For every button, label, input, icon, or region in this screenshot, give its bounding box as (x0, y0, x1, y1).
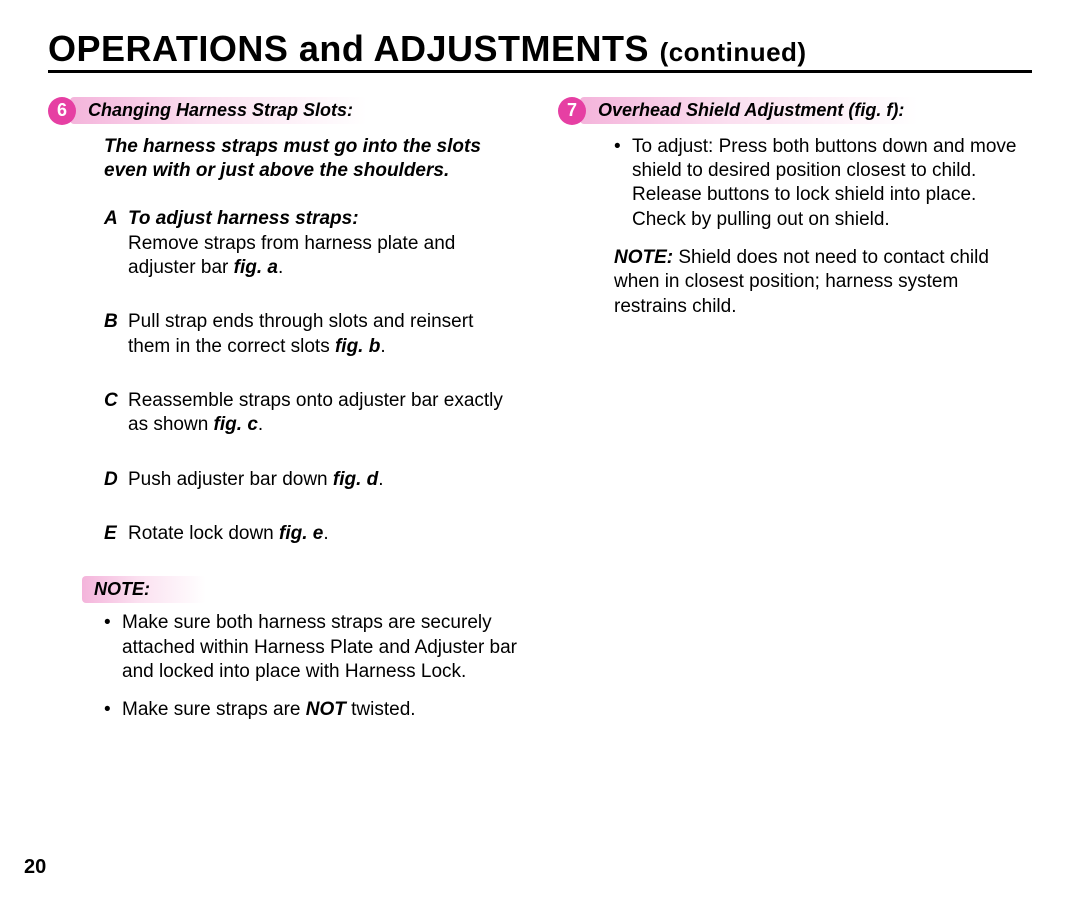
step-text: Reassemble straps onto adjuster bar exac… (128, 389, 518, 438)
content-columns: 6 Changing Harness Strap Slots: The harn… (48, 97, 1032, 737)
step-d: D Push adjuster bar down fig. d. (104, 468, 518, 492)
title-main: OPERATIONS and ADJUSTMENTS (48, 28, 649, 69)
step-c-tail: . (258, 414, 263, 435)
step-e-tail: . (323, 523, 328, 544)
note-heading: NOTE: (82, 576, 206, 603)
step-d-body: Push adjuster bar down (128, 469, 333, 490)
step-a-body: Remove straps from harness plate and adj… (128, 233, 455, 278)
step-text: Rotate lock down fig. e. (128, 522, 518, 546)
step-b-fig: fig. b (335, 336, 380, 357)
note-item-post: twisted. (346, 699, 416, 720)
section-head-6: 6 Changing Harness Strap Slots: (48, 97, 522, 125)
step-c: C Reassemble straps onto adjuster bar ex… (104, 389, 518, 438)
step-b: B Pull strap ends through slots and rein… (104, 310, 518, 359)
step-key: C (104, 389, 128, 438)
right-bullet-item: To adjust: Press both buttons down and m… (614, 135, 1032, 232)
note-item: Make sure straps are NOT twisted. (104, 698, 522, 722)
step-a: A To adjust harness straps: Remove strap… (104, 207, 518, 280)
note-item-text: Make sure both harness straps are secure… (122, 612, 517, 682)
right-column: 7 Overhead Shield Adjustment (fig. f): T… (558, 97, 1032, 737)
right-bullets: To adjust: Press both buttons down and m… (614, 135, 1032, 232)
page-number: 20 (24, 856, 46, 879)
step-a-tail: . (278, 257, 283, 278)
step-e: E Rotate lock down fig. e. (104, 522, 518, 546)
section-head-7: 7 Overhead Shield Adjustment (fig. f): (558, 97, 1032, 125)
step-badge-7: 7 (558, 97, 586, 125)
step-badge-6: 6 (48, 97, 76, 125)
section-heading-shield: Overhead Shield Adjustment (fig. f): (580, 97, 918, 124)
step-d-tail: . (378, 469, 383, 490)
note-heading-wrap: NOTE: (82, 576, 522, 603)
title-rule: OPERATIONS and ADJUSTMENTS (continued) (48, 30, 1032, 73)
step-a-lead: To adjust harness straps: (128, 208, 359, 229)
step-key: A (104, 207, 128, 280)
badge-number: 6 (57, 100, 67, 121)
note-item-pre: Make sure straps are (122, 699, 306, 720)
section-heading-harness: Changing Harness Strap Slots: (70, 97, 367, 124)
step-key: B (104, 310, 128, 359)
note-item-emph: NOT (306, 699, 346, 720)
step-key: E (104, 522, 128, 546)
step-d-fig: fig. d (333, 469, 378, 490)
left-column: 6 Changing Harness Strap Slots: The harn… (48, 97, 522, 737)
note-list: Make sure both harness straps are secure… (104, 611, 522, 722)
step-b-body: Pull strap ends through slots and reinse… (128, 311, 473, 356)
step-e-fig: fig. e (279, 523, 323, 544)
step-b-tail: . (380, 336, 385, 357)
step-a-fig: fig. a (234, 257, 278, 278)
note-item: Make sure both harness straps are secure… (104, 611, 522, 684)
step-text: To adjust harness straps: Remove straps … (128, 207, 518, 280)
step-e-body: Rotate lock down (128, 523, 279, 544)
step-c-body: Reassemble straps onto adjuster bar exac… (128, 390, 503, 435)
step-text: Pull strap ends through slots and reinse… (128, 310, 518, 359)
step-text: Push adjuster bar down fig. d. (128, 468, 518, 492)
step-c-fig: fig. c (214, 414, 258, 435)
right-note-lead: NOTE: (614, 247, 673, 268)
title-suffix: (continued) (660, 37, 807, 67)
right-bullet-text: To adjust: Press both buttons down and m… (632, 136, 1016, 230)
badge-number: 7 (567, 100, 577, 121)
intro-paragraph: The harness straps must go into the slot… (104, 135, 518, 184)
manual-page: OPERATIONS and ADJUSTMENTS (continued) 6… (0, 0, 1080, 913)
page-title: OPERATIONS and ADJUSTMENTS (continued) (48, 30, 1032, 68)
right-note-paragraph: NOTE: Shield does not need to contact ch… (614, 246, 1028, 319)
step-key: D (104, 468, 128, 492)
